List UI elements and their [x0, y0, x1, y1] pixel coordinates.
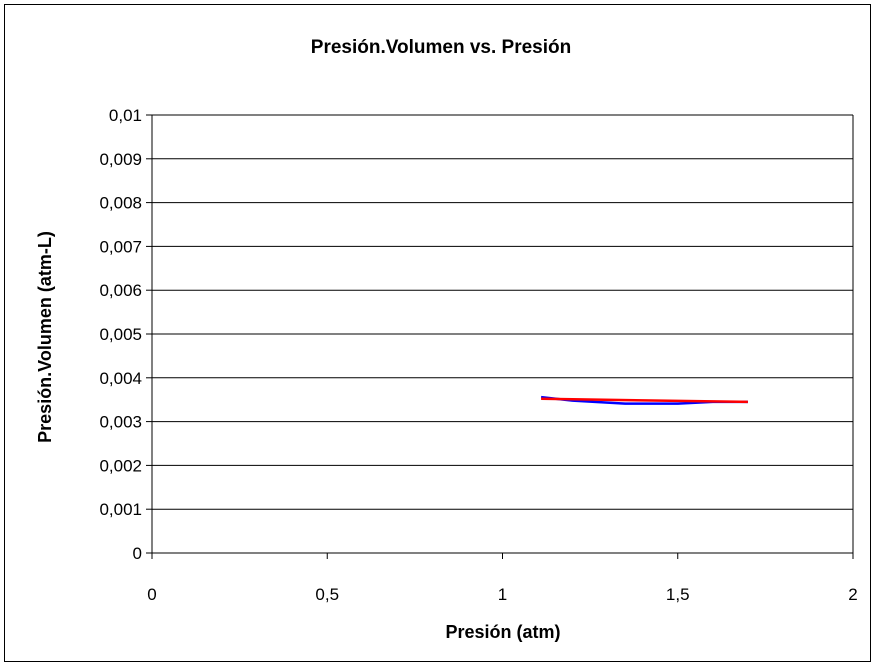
y-tick-label: 0,005 [99, 325, 142, 344]
y-tick-label: 0,006 [99, 281, 142, 300]
x-tick-label: 1,5 [666, 585, 690, 604]
y-tick-label: 0,01 [109, 106, 142, 125]
y-tick-label: 0,002 [99, 456, 142, 475]
y-tick-label: 0,008 [99, 194, 142, 213]
y-tick-labels: 0 0,001 0,002 0,003 0,004 0,005 0,006 0,007 0,00… [99, 106, 142, 563]
y-tick-label: 0,009 [99, 150, 142, 169]
x-tick-label: 0,5 [315, 585, 339, 604]
y-tick-label: 0 [133, 544, 142, 563]
y-tick-label: 0,003 [99, 413, 142, 432]
axes [146, 114, 854, 559]
chart-frame [4, 4, 871, 662]
chart-title: Presión.Volumen vs. Presión [311, 37, 571, 58]
data-series [540, 395, 748, 405]
y-tick-label: 0,007 [99, 237, 142, 256]
y-axis-label: Presión.Volumen (atm-L) [35, 231, 55, 443]
y-tick-label: 0,004 [99, 369, 142, 388]
x-tick-labels: 0 0,5 1 1,5 2 [147, 585, 857, 604]
x-tick-label: 0 [147, 585, 156, 604]
gridlines [152, 114, 853, 510]
x-axis-label: Presión (atm) [445, 622, 560, 642]
series-line-2 [541, 397, 748, 404]
y-tick-label: 0,001 [99, 500, 142, 519]
x-tick-label: 2 [848, 585, 857, 604]
x-tick-label: 1 [498, 585, 507, 604]
